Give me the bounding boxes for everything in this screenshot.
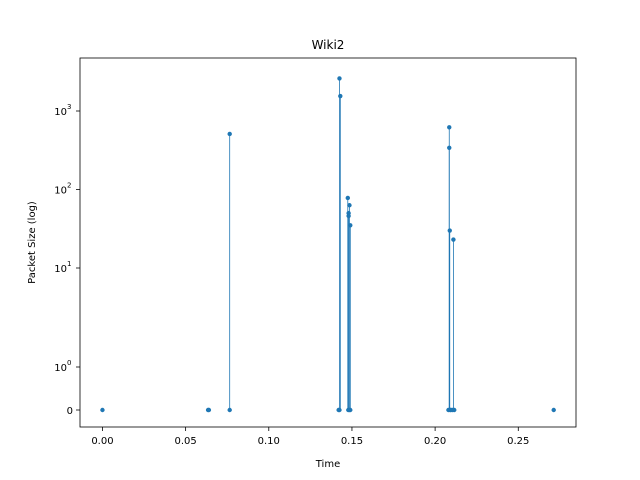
y-tick-label-base: 10 — [54, 363, 67, 374]
data-point — [551, 407, 556, 413]
x-tick-label: 0.10 — [258, 436, 280, 447]
data-point — [345, 195, 350, 201]
y-tick-label-exponent: 1 — [67, 260, 71, 268]
data-points — [100, 76, 556, 413]
data-point — [347, 203, 352, 208]
y-tick-label: 0 — [67, 406, 73, 417]
x-axis-label: Time — [315, 459, 340, 470]
data-point — [100, 407, 105, 413]
plot-area-frame — [79, 57, 577, 428]
y-tick-label: 10 3 — [54, 103, 71, 118]
x-tick-label: 0.20 — [424, 436, 446, 447]
data-point — [447, 228, 452, 233]
y-tick-label-base: 10 — [54, 186, 67, 197]
x-tick-label: 0.25 — [507, 436, 529, 447]
chart-title: Wiki2 — [312, 38, 345, 52]
y-tick-label-base: 10 — [54, 264, 67, 275]
y-tick-label-base: 10 — [54, 107, 67, 118]
data-point — [452, 407, 457, 413]
x-tick-label: 0.00 — [91, 436, 113, 447]
x-tick-label: 0.05 — [174, 436, 196, 447]
stem-lines — [229, 78, 454, 410]
data-point — [206, 407, 212, 413]
data-point — [337, 76, 342, 81]
data-point — [337, 407, 342, 413]
y-tick-label: 10 1 — [54, 260, 71, 275]
y-tick-label: 10 0 — [54, 359, 71, 374]
data-point — [227, 131, 232, 137]
data-point — [447, 125, 452, 130]
x-axis-ticks: 0.00 0.05 0.10 0.15 0.20 0.25 — [91, 427, 529, 447]
data-point — [346, 213, 351, 219]
data-point — [451, 237, 456, 242]
data-point — [227, 407, 232, 413]
y-axis-label: Packet Size (log) — [27, 201, 38, 284]
x-tick-label: 0.15 — [341, 436, 363, 447]
y-tick-label-exponent: 3 — [67, 103, 71, 111]
y-tick-label: 10 2 — [54, 182, 71, 197]
y-tick-label-exponent: 2 — [67, 182, 71, 190]
data-point — [348, 223, 353, 228]
data-point — [348, 407, 353, 413]
data-point — [447, 145, 452, 150]
data-point — [338, 93, 343, 99]
y-tick-label-exponent: 0 — [67, 359, 71, 367]
